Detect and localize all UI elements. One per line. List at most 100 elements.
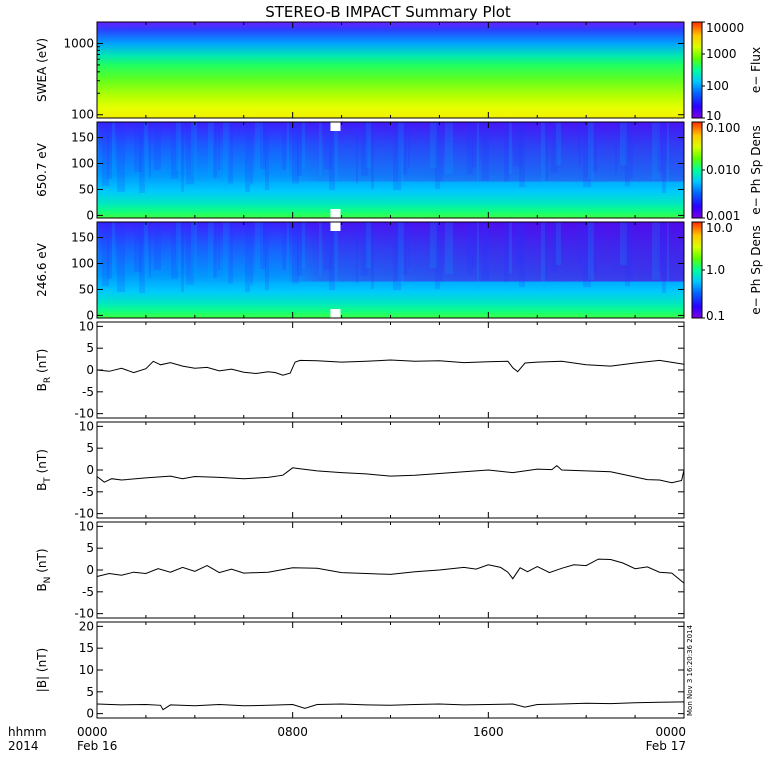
spectrogram-streak — [260, 122, 266, 170]
spectrogram-streak — [657, 122, 663, 172]
spectrogram-streak — [593, 122, 597, 172]
spectrogram-streak — [588, 222, 594, 280]
spectrogram-streak — [245, 122, 250, 193]
data-gap — [330, 309, 341, 318]
spectrogram-streak — [472, 122, 476, 168]
spectrogram-streak — [208, 122, 214, 186]
colorbar-tick-label: 1.0 — [706, 263, 725, 277]
spectrogram-streak — [186, 122, 194, 185]
spectrogram-streak — [551, 222, 558, 273]
spectrogram-streak — [112, 222, 115, 271]
spectrogram-streak — [260, 222, 266, 270]
spectrogram-streak — [662, 222, 666, 294]
y-tick-label: -10 — [74, 507, 94, 521]
x-tick-label: 0800 — [277, 725, 308, 739]
spectrogram-streak — [324, 222, 332, 270]
y-tick-label: 100 — [71, 257, 94, 271]
spectrogram-streak — [546, 222, 548, 281]
spectrogram-streak — [191, 122, 197, 177]
y-tick-label: 5 — [86, 341, 94, 355]
spectrogram-streak — [181, 122, 184, 193]
y-tick-label: 15 — [79, 641, 94, 655]
spectrogram-streak — [403, 222, 407, 275]
colorbar-tick-label: 0.010 — [706, 163, 740, 177]
spectrogram-streak — [477, 222, 479, 289]
spectrogram-streak — [265, 122, 269, 191]
spectrogram-streak — [250, 122, 253, 185]
spectrogram-streak — [149, 122, 151, 178]
spectrogram-streak — [482, 122, 489, 181]
spectrogram-streak — [477, 122, 479, 189]
spectrogram-streak — [208, 222, 214, 286]
spectrogram-streak — [329, 222, 335, 291]
spectrogram-streak — [467, 222, 473, 275]
spectrogram-streak — [652, 222, 660, 280]
spectrogram-fill — [97, 22, 684, 118]
spectrogram-streak — [218, 222, 220, 270]
y-tick-label: -5 — [82, 385, 94, 399]
panel-ylabel: 650.7 eV — [35, 142, 49, 197]
timestamp-stamp: Mon Nov 3 16:20:36 2014 — [686, 624, 694, 716]
y-tick-label: 20 — [79, 619, 94, 633]
panel-7: 0 5 10 15 20 |B| (nT) — [35, 619, 685, 721]
spectrogram-streak — [134, 122, 142, 172]
x-date-label: Feb 17 — [646, 739, 686, 753]
colorbar-tick-label: 0.1 — [706, 309, 725, 323]
spectrogram-streak — [625, 122, 630, 187]
spectrogram-streak — [319, 122, 322, 177]
spectrogram-streak — [287, 122, 289, 192]
spectrogram-streak — [371, 122, 374, 190]
spectrogram-streak — [393, 222, 401, 291]
spectrogram-streak — [398, 222, 404, 283]
colorbar-tick-label: 10.0 — [706, 221, 733, 235]
x-tick-label: 0000 — [655, 725, 686, 739]
y-tick-label: 0 — [86, 707, 94, 721]
spectrogram-streak — [393, 122, 401, 191]
colorbar-tick-label: 10 — [706, 109, 721, 123]
spectrogram-streak — [102, 222, 109, 287]
series-line — [96, 701, 685, 711]
spectrogram-streak — [556, 122, 561, 166]
spectrogram-streak — [440, 122, 443, 182]
spectrogram-streak — [541, 122, 545, 189]
spectrogram-streak — [398, 122, 404, 183]
y-tick-label: 10 — [79, 663, 94, 677]
spectrogram-streak — [282, 222, 286, 270]
spectrogram-streak — [181, 222, 184, 293]
spectrogram-streak — [361, 122, 368, 176]
spectrogram-streak — [287, 222, 289, 292]
spectrogram-streak — [228, 122, 233, 184]
spectrogram-streak — [97, 122, 99, 166]
colorbar-tick-label: 100 — [706, 79, 729, 93]
spectrogram-streak — [578, 122, 581, 167]
y-tick-label: 1000 — [63, 36, 94, 50]
spectrogram-streak — [117, 222, 125, 293]
spectrogram-streak — [588, 122, 594, 180]
spectrogram-streak — [467, 122, 473, 175]
colorbar — [691, 221, 703, 319]
spectrogram-streak — [578, 222, 581, 267]
spectrogram-shade — [97, 122, 684, 182]
spectrogram-streak — [117, 122, 125, 193]
panel-ylabel: |B| (nT) — [35, 648, 49, 692]
spectrogram-streak — [356, 222, 358, 284]
x-corner-label: 2014 — [8, 739, 39, 753]
spectrogram-streak — [472, 222, 476, 268]
spectrogram-streak — [292, 122, 299, 184]
y-tick-label: -5 — [82, 585, 94, 599]
spectrogram-streak — [630, 122, 633, 179]
spectrogram-streak — [107, 222, 112, 279]
panel-ylabel: BR (nT) — [35, 349, 53, 392]
x-corner-label: hhmm — [8, 725, 47, 739]
spectrogram-streak — [556, 222, 561, 266]
data-gap — [330, 209, 341, 218]
spectrogram-streak — [302, 122, 305, 169]
spectrogram-streak — [97, 222, 99, 266]
spectrogram-streak — [171, 122, 178, 179]
panel-frame — [96, 421, 685, 519]
spectrogram-streak — [408, 222, 410, 268]
y-tick-label: 5 — [86, 685, 94, 699]
panel-5: -10 -5 0 5 10 BT (nT) — [35, 419, 685, 521]
y-tick-label: 50 — [79, 182, 94, 196]
